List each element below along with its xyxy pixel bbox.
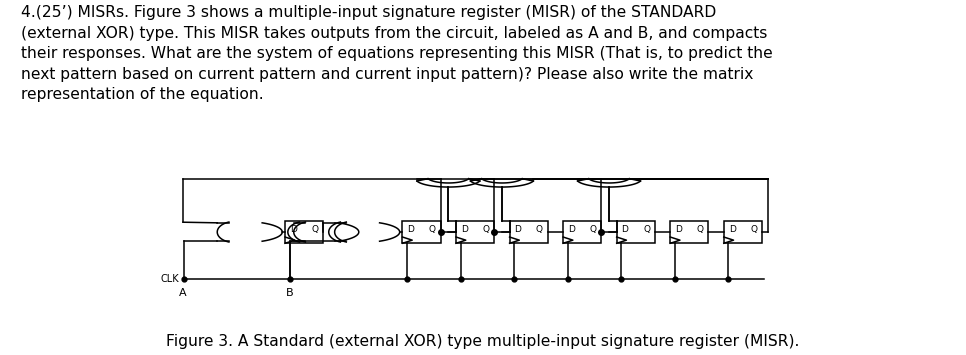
Bar xyxy=(563,221,602,243)
Text: Q: Q xyxy=(311,225,319,234)
Text: A: A xyxy=(179,288,186,297)
Text: Q: Q xyxy=(751,225,757,234)
Text: D: D xyxy=(515,225,522,234)
Text: D: D xyxy=(728,225,735,234)
Text: D: D xyxy=(568,225,575,234)
Bar xyxy=(403,221,440,243)
Bar xyxy=(724,221,762,243)
Text: Q: Q xyxy=(696,225,703,234)
Text: Q: Q xyxy=(482,225,490,234)
Text: D: D xyxy=(461,225,468,234)
Text: Q: Q xyxy=(536,225,543,234)
Text: D: D xyxy=(408,225,414,234)
Bar xyxy=(456,221,495,243)
Text: Q: Q xyxy=(589,225,597,234)
Text: D: D xyxy=(290,225,297,234)
Text: D: D xyxy=(675,225,682,234)
Text: CLK: CLK xyxy=(160,274,179,284)
Text: Q: Q xyxy=(643,225,650,234)
Bar xyxy=(670,221,708,243)
Text: 4.(25ʼ) MISRs. Figure 3 shows a multiple-input signature register (MISR) of the : 4.(25ʼ) MISRs. Figure 3 shows a multiple… xyxy=(21,5,773,102)
Text: Figure 3. A Standard (external XOR) type multiple-input signature register (MISR: Figure 3. A Standard (external XOR) type… xyxy=(166,334,800,349)
Bar xyxy=(510,221,548,243)
Bar xyxy=(616,221,655,243)
Text: Q: Q xyxy=(429,225,436,234)
Bar xyxy=(285,221,324,243)
Text: D: D xyxy=(621,225,629,234)
Text: B: B xyxy=(286,288,294,297)
